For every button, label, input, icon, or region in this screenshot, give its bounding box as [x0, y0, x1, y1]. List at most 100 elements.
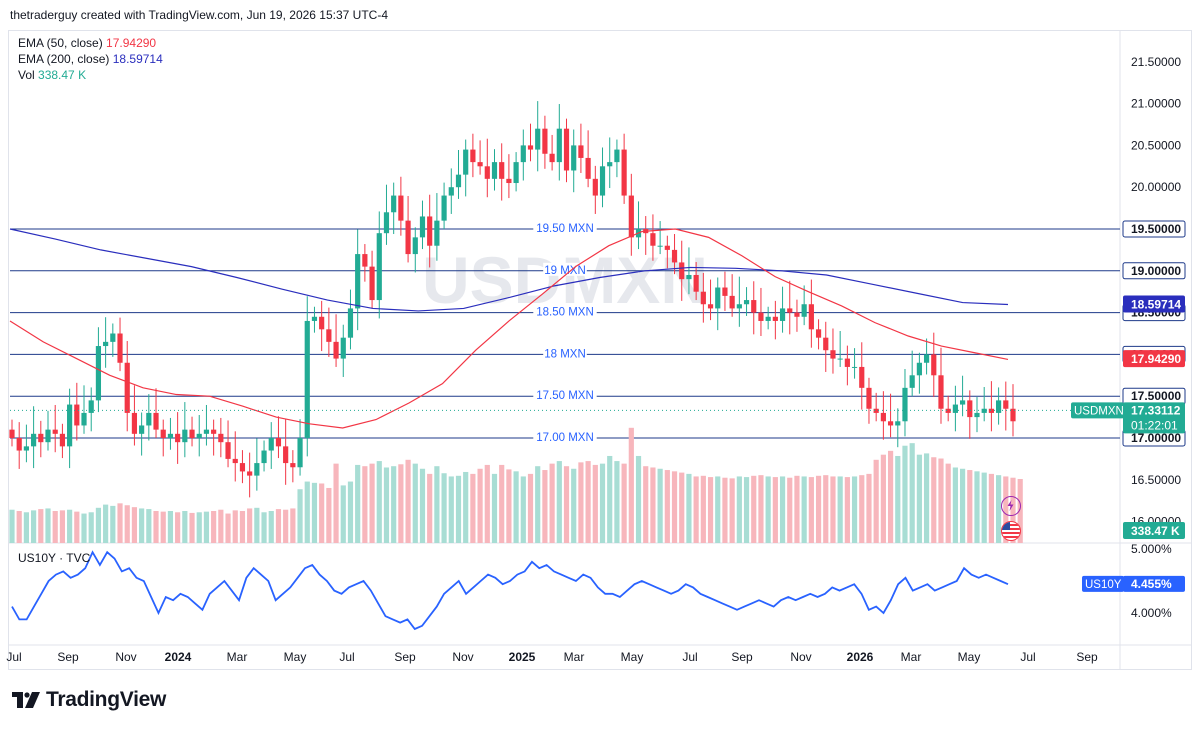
candle-body — [362, 254, 368, 267]
candle-body — [621, 149, 627, 196]
candle-body — [736, 304, 742, 309]
candle-body — [679, 262, 685, 280]
candle-body — [38, 433, 44, 443]
indicator-legend[interactable]: EMA (50, close) 17.94290 EMA (200, close… — [18, 35, 163, 83]
candle-body — [290, 463, 296, 468]
us10y-legend[interactable]: US10Y · TVC — [18, 551, 91, 565]
candle-body — [203, 429, 210, 434]
lightning-icon[interactable] — [1001, 496, 1021, 516]
candle-body — [952, 404, 958, 413]
level-axis-label: 19.50000 — [1131, 222, 1181, 236]
candle-body — [491, 162, 498, 179]
time-axis-tick: Mar — [901, 650, 922, 664]
volume-bar — [715, 476, 721, 543]
volume-bar — [563, 466, 570, 543]
candle-body — [751, 300, 757, 313]
candle-body — [463, 149, 469, 175]
volume-bar — [275, 509, 282, 543]
volume-bar — [938, 458, 944, 543]
volume-bar — [261, 512, 267, 543]
volume-bar — [830, 476, 836, 543]
time-axis-tick: Sep — [394, 650, 416, 664]
volume-bar — [117, 503, 123, 543]
volume-bar — [736, 476, 742, 543]
price-axis-tick: 16.50000 — [1131, 473, 1181, 487]
candle-body — [239, 463, 246, 472]
chart-frame[interactable] — [8, 30, 1192, 670]
us10y-symbol-tag: US10Y — [1085, 579, 1122, 591]
legend-ema200[interactable]: EMA (200, close) 18.59714 — [18, 51, 163, 67]
candle-body — [599, 166, 606, 196]
candle-body — [211, 429, 217, 434]
tradingview-logo[interactable]: TradingView — [12, 688, 166, 712]
legend-vol[interactable]: Vol 338.47 K — [18, 67, 163, 83]
candle-body — [758, 312, 764, 321]
volume-bar — [794, 475, 800, 543]
volume-bar — [196, 512, 202, 543]
candle-body — [484, 166, 490, 179]
candle-body — [614, 149, 620, 163]
candle-body — [95, 346, 102, 401]
volume-bar — [945, 463, 951, 543]
legend-ema50[interactable]: EMA (50, close) 17.94290 — [18, 35, 163, 51]
ema200-axis-tag-bg — [1123, 295, 1185, 313]
volume-bar — [434, 466, 440, 543]
candle-body — [815, 329, 822, 338]
time-axis-tick: Sep — [57, 650, 79, 664]
volume-bar — [232, 510, 238, 543]
last-price-tag-bg — [1123, 402, 1185, 434]
candle-body — [477, 162, 483, 167]
volume-bar — [304, 481, 310, 543]
candle-body — [383, 212, 390, 234]
candle-body — [59, 433, 66, 447]
price-axis-tick: 20.00000 — [1131, 180, 1181, 194]
volume-bar — [909, 443, 915, 543]
candle-body — [218, 433, 224, 443]
candle-body — [225, 442, 231, 459]
level-axis-label: 19.00000 — [1131, 264, 1181, 278]
time-axis-tick: 2025 — [509, 650, 536, 664]
volume-bar — [376, 461, 382, 543]
volume-bar — [887, 450, 894, 543]
candle-body — [88, 400, 94, 413]
volume-bar — [427, 473, 433, 543]
ema50-label: EMA (50, close) — [18, 36, 103, 50]
volume-bar — [16, 511, 22, 543]
ema200-label: EMA (200, close) — [18, 52, 110, 66]
candle-body — [340, 337, 346, 359]
level-label-bg — [533, 388, 597, 402]
volume-bar — [283, 509, 289, 543]
ema200-value: 18.59714 — [112, 52, 163, 66]
volume-bar — [751, 475, 757, 543]
us-flag-icon[interactable] — [1001, 521, 1021, 541]
candle-body — [391, 195, 397, 213]
volume-bar — [398, 464, 404, 543]
candle-body — [333, 341, 339, 359]
volume-bar — [823, 475, 829, 543]
candle-body — [139, 425, 145, 434]
candle-body — [851, 366, 858, 368]
candle-body — [196, 433, 202, 438]
volume-bar — [347, 481, 354, 543]
candle-body — [844, 358, 850, 367]
candle-body — [535, 128, 541, 150]
volume-bar — [722, 477, 728, 543]
volume-bar — [477, 468, 483, 543]
volume-bar — [160, 511, 166, 543]
candle-body — [153, 412, 159, 430]
volume-bar — [391, 466, 397, 543]
level-axis-tag — [1122, 220, 1186, 238]
volume-bar — [996, 475, 1002, 543]
candle-body — [103, 341, 109, 347]
time-axis-tick: Jul — [1020, 650, 1035, 664]
candle-body — [808, 304, 814, 330]
level-label: 17.00 MXN — [536, 432, 594, 444]
volume-bar — [124, 505, 130, 543]
candle-body — [499, 162, 505, 179]
candle-body — [585, 157, 591, 179]
volume-bar — [686, 473, 692, 543]
candle-body — [693, 274, 699, 292]
level-label-bg — [533, 221, 597, 234]
candle-body — [268, 438, 274, 451]
